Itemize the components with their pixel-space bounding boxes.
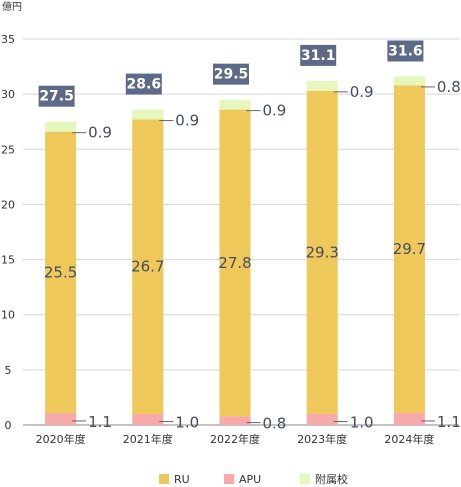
total-box [125,73,162,95]
data-label-fuzoku: 0.9 [263,102,287,120]
y-tick-label: 5 [5,364,12,377]
data-label-ru: 29.7 [393,240,426,258]
x-category-label: 2021年度 [123,432,173,446]
x-category-label: 2023年度 [297,432,347,446]
data-label-ru: 26.7 [131,258,164,276]
legend-label: RU [174,473,190,486]
data-label-ru: 29.3 [305,243,338,261]
x-category-label: 2024年度 [384,432,434,446]
total-label: 31.6 [388,43,423,59]
y-tick-label: 35 [1,33,15,46]
total-label: 27.5 [39,89,74,105]
total-box [213,63,249,85]
data-label-fuzoku: 0.9 [88,124,112,142]
bar-segment [132,119,164,414]
bar-segment [132,413,164,425]
bars: 25.5 1.1 0.9 27.5 26.7 1.0 0.9 28.6 27.8 0.8 0.9 29… [38,40,461,433]
bar-segment [219,109,251,417]
legend-label: APU [239,473,261,486]
data-label-ru: 25.5 [44,263,77,281]
y-tick-label: 0 [5,419,12,432]
legend: RU APU 附属校 [159,472,348,486]
bar-segment [306,413,338,425]
bar-segment [45,412,77,425]
total-label: 28.6 [127,77,162,93]
total-label: 31.1 [301,48,336,64]
legend-swatch [300,474,310,484]
bar-segment [132,109,164,120]
y-tick-label: 30 [1,88,15,101]
y-tick-label: 10 [1,309,15,322]
y-axis: 0 5 10 15 20 25 30 35 [1,33,15,432]
total-box [38,85,75,107]
bar-segment [219,99,251,110]
total-box [387,40,424,62]
bar-segment [45,121,77,132]
data-label-apu: 1.1 [88,413,112,431]
data-label-fuzoku: 0.9 [350,83,374,101]
bar-segment [393,85,425,413]
data-label-fuzoku: 0.8 [437,78,461,96]
bar-segment [393,412,425,425]
bar-segment [306,80,338,91]
bar-segment [306,90,338,414]
data-label-fuzoku: 0.9 [175,112,199,130]
data-label-ru: 27.8 [218,254,251,272]
legend-swatch [159,474,169,484]
total-box [300,44,337,66]
legend-label: 附属校 [315,472,348,486]
bar-segment [219,416,251,425]
y-tick-label: 15 [1,254,15,267]
data-label-apu: 1.0 [350,413,374,431]
x-axis: 2020年度 2021年度 2022年度 2023年度 2024年度 [36,432,435,446]
data-label-apu: 1.0 [175,413,199,431]
x-category-label: 2020年度 [36,432,86,446]
data-label-apu: 1.1 [437,413,461,431]
legend-swatch [224,474,234,484]
total-label: 29.5 [214,67,249,83]
x-category-label: 2022年度 [210,432,260,446]
data-label-apu: 0.8 [263,415,287,433]
y-axis-unit-label: 億円 [2,0,22,13]
y-tick-label: 20 [1,198,15,211]
bar-segment [45,131,77,413]
y-tick-label: 25 [1,143,15,156]
bar-segment [393,76,425,86]
